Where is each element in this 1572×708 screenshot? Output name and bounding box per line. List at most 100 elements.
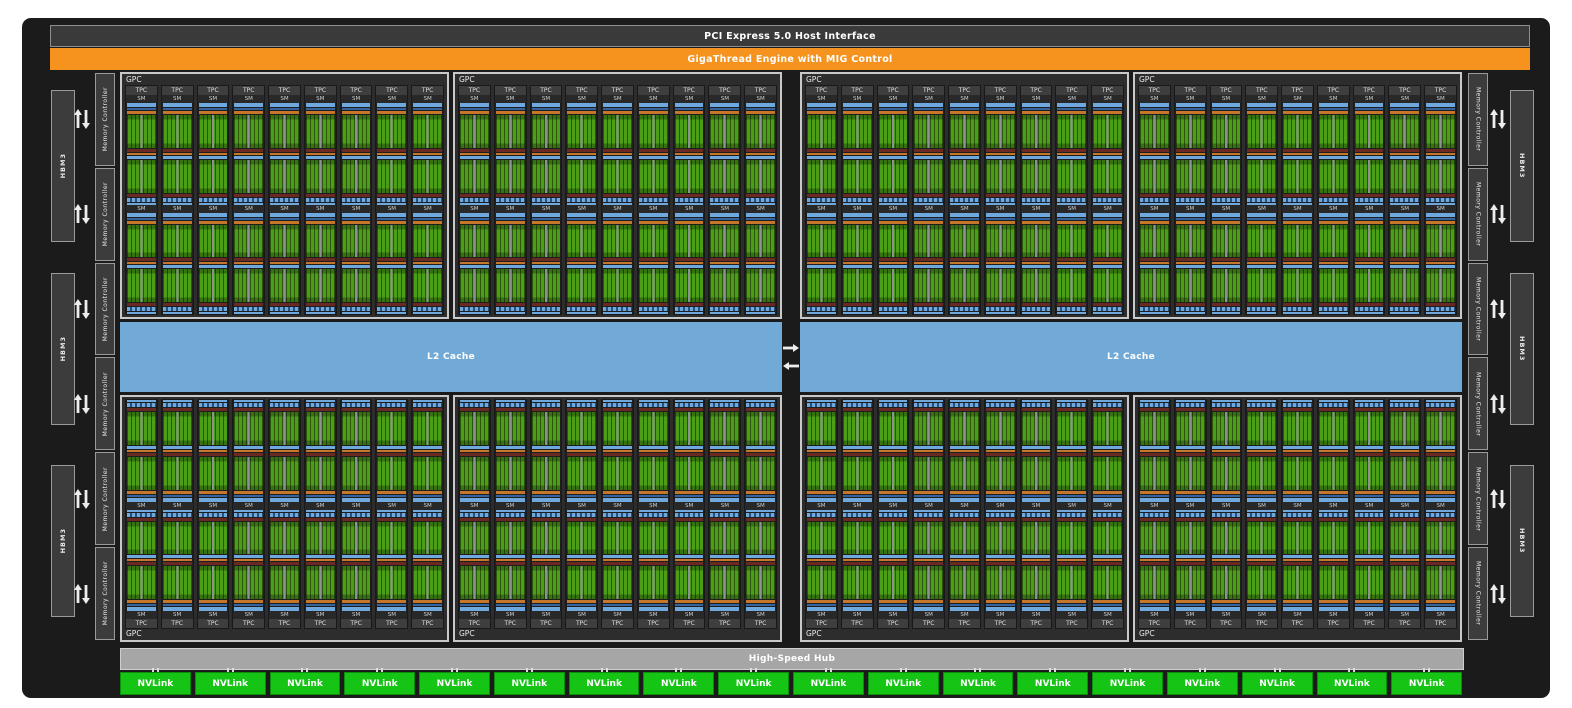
sm-bar: [270, 103, 299, 107]
nvlink-block: NVLink: [1092, 672, 1163, 695]
sm-unit: [304, 509, 336, 611]
sm-core-array: [710, 269, 740, 302]
sm-bar: [985, 452, 1015, 456]
sm-bar: [162, 111, 192, 114]
sm-bar: [567, 600, 597, 603]
sm-bar: [878, 517, 908, 521]
sm-bar: [1283, 607, 1312, 611]
sm-label: SM: [1389, 204, 1421, 213]
sm-bar: [531, 212, 561, 217]
sm-core-array: [950, 224, 979, 258]
sm-label: SM: [269, 501, 300, 510]
nvlink-cell: NVLink: [120, 668, 191, 695]
sm-label: SM: [984, 501, 1016, 510]
sm-bar: [746, 212, 776, 217]
sm-unit: [1210, 400, 1242, 502]
sm-bar: [270, 403, 299, 407]
sm-bar: [305, 509, 335, 512]
sm-bar: [638, 604, 668, 606]
sm-bar: [746, 312, 776, 314]
nvlink-block: NVLink: [1241, 672, 1313, 695]
sm-unit: [126, 212, 157, 314]
sm-bar: [377, 509, 407, 512]
sm-bar: [638, 148, 668, 152]
sm-bar: [1283, 155, 1312, 159]
sm-bar: [1318, 445, 1348, 449]
sm-bar: [460, 212, 489, 217]
sm-unit: [1174, 103, 1206, 205]
tpc-label: TPC: [1327, 620, 1340, 627]
sm-bar: [674, 265, 704, 269]
sm-bar: [1140, 600, 1169, 603]
sm-bar: [603, 512, 632, 517]
high-speed-hub-label: High-Speed Hub: [748, 654, 836, 664]
sm-bar: [234, 517, 264, 521]
sm-bar: [1247, 258, 1277, 262]
l2-cache-band: L2 Cache: [800, 322, 1462, 392]
sm-core-array: [1211, 159, 1241, 193]
sm-unit: [877, 509, 909, 611]
sm-bar: [234, 265, 264, 269]
sm-unit: [412, 103, 444, 205]
sm-unit: [673, 509, 705, 611]
sm-bar: [234, 555, 264, 559]
sm-bar: [127, 517, 156, 521]
sm-bar: [341, 152, 371, 155]
tpc-column: SM SM TPC: [1138, 399, 1171, 629]
sm-bar: [531, 103, 561, 107]
sm-label: SM: [412, 204, 444, 213]
gpc-label: GPC: [459, 75, 475, 84]
sm-core-array: [878, 115, 908, 148]
sm-bar: [674, 562, 704, 566]
sm-bar: [1318, 509, 1348, 512]
nvlink-cell: NVLink: [643, 668, 715, 695]
sm-bar: [1175, 490, 1205, 494]
sm-core-array: [1354, 224, 1384, 258]
sm-bar: [1021, 258, 1051, 262]
sm-bar: [1354, 262, 1384, 265]
sm-bar: [710, 559, 740, 562]
sm-bar: [1283, 517, 1312, 521]
sm-bar: [674, 111, 704, 114]
sm-bar: [603, 108, 632, 110]
tpc-label: TPC: [504, 87, 516, 94]
sm-label: SM: [566, 501, 598, 510]
sm-bar: [1426, 307, 1456, 311]
sm-label: SM: [745, 204, 777, 213]
sm-label: SM: [340, 95, 372, 103]
memory-controller-label: Memory Controller: [1474, 371, 1482, 437]
sm-core-array: [567, 456, 597, 490]
hbm-link-arrows: [74, 583, 90, 604]
tpc-label: TPC: [314, 87, 327, 94]
sm-bar: [1021, 600, 1051, 603]
sm-core-array: [1057, 159, 1087, 193]
double-bar-connector-icon: [525, 668, 533, 672]
sm-bar: [305, 193, 335, 197]
sm-bar: [162, 258, 192, 262]
memory-controller-block: Memory Controller: [1468, 167, 1488, 261]
sm-unit: [841, 103, 873, 205]
sm-bar: [603, 452, 632, 456]
sm-bar: [1175, 607, 1205, 611]
sm-bar: [305, 604, 335, 606]
sm-bar: [198, 517, 228, 521]
nvlink-label: NVLink: [1408, 678, 1445, 689]
sm-bar: [710, 111, 740, 114]
sm-bar: [1093, 197, 1123, 202]
sm-bar: [842, 152, 872, 155]
sm-bar: [1057, 217, 1087, 220]
sm-bar: [807, 607, 836, 611]
sm-bar: [1318, 108, 1348, 110]
tpc-area: TPC SM SM TPC SM SM TPC SM SM TPC SM SM TPC SM SM TPC SM…: [802, 85, 1127, 317]
sm-bar: [270, 490, 299, 494]
sm-bar: [1354, 265, 1384, 269]
sm-bar: [603, 445, 632, 449]
sm-bar: [914, 445, 944, 449]
double-bar-connector-icon: [451, 668, 459, 672]
sm-bar: [674, 212, 704, 217]
sm-unit: [1389, 103, 1421, 205]
sm-bar: [162, 600, 192, 603]
sm-core-array: [270, 456, 299, 490]
sm-bar: [198, 155, 228, 159]
sm-bar: [878, 449, 908, 452]
